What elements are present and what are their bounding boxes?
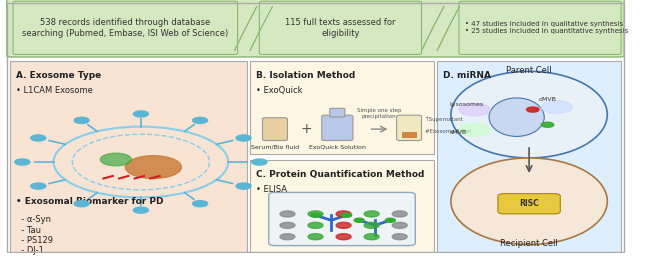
Text: C. Protein Quantification Method: C. Protein Quantification Method (256, 170, 424, 179)
Text: ExoQuick Solution: ExoQuick Solution (309, 144, 366, 149)
FancyBboxPatch shape (498, 194, 561, 214)
Text: A. Exosome Type: A. Exosome Type (16, 71, 101, 80)
Circle shape (252, 159, 267, 165)
Circle shape (392, 234, 407, 240)
Text: ↑Supernatant: ↑Supernatant (424, 116, 463, 122)
Polygon shape (437, 6, 459, 51)
Circle shape (541, 101, 572, 113)
FancyBboxPatch shape (7, 0, 624, 57)
Text: sMVB: sMVB (449, 130, 467, 135)
FancyBboxPatch shape (330, 108, 345, 117)
FancyBboxPatch shape (459, 1, 621, 54)
Circle shape (125, 156, 182, 179)
Ellipse shape (451, 71, 607, 158)
Text: • L1CAM Exosome: • L1CAM Exosome (16, 86, 93, 95)
Circle shape (308, 234, 323, 240)
Text: 115 full texts assessed for
eligibility: 115 full texts assessed for eligibility (285, 18, 395, 38)
Circle shape (280, 222, 295, 228)
Circle shape (459, 124, 490, 136)
FancyBboxPatch shape (250, 159, 434, 253)
Text: D. miRNA: D. miRNA (443, 71, 492, 80)
Polygon shape (234, 6, 257, 51)
Circle shape (342, 213, 351, 217)
Circle shape (134, 111, 148, 117)
Text: RISC: RISC (519, 199, 539, 208)
Circle shape (392, 222, 407, 228)
FancyBboxPatch shape (322, 115, 353, 140)
Circle shape (101, 153, 132, 166)
Ellipse shape (451, 158, 607, 245)
Text: +: + (300, 122, 312, 136)
Ellipse shape (489, 98, 544, 136)
Text: • 47 studies included in qualitative synthesis
• 25 studies included in quantita: • 47 studies included in qualitative syn… (465, 21, 628, 34)
Text: Recipient Cell: Recipient Cell (500, 239, 558, 248)
Text: • ELISA: • ELISA (256, 185, 288, 194)
Circle shape (354, 218, 364, 222)
Circle shape (280, 234, 295, 240)
Circle shape (280, 211, 295, 217)
FancyBboxPatch shape (397, 115, 422, 140)
Polygon shape (422, 6, 444, 51)
Circle shape (134, 207, 148, 213)
Text: 538 records identified through database
searching (Pubmed, Embase, ISI Web of Sc: 538 records identified through database … (22, 18, 228, 38)
Circle shape (193, 201, 208, 207)
Circle shape (193, 117, 208, 123)
Circle shape (392, 211, 407, 217)
Text: Lysosomes: Lysosomes (449, 102, 484, 107)
Circle shape (236, 135, 251, 141)
Text: B. Isolation Method: B. Isolation Method (256, 71, 355, 80)
FancyBboxPatch shape (10, 61, 247, 253)
Text: #Exosome Pellet: #Exosome Pellet (424, 129, 471, 134)
FancyBboxPatch shape (250, 61, 434, 154)
FancyBboxPatch shape (401, 132, 417, 139)
FancyBboxPatch shape (259, 1, 422, 54)
FancyBboxPatch shape (263, 118, 288, 140)
Text: Serum/Bio fluid: Serum/Bio fluid (251, 144, 299, 149)
Text: Simple one step
precipitation: Simple one step precipitation (357, 108, 401, 119)
FancyBboxPatch shape (437, 61, 621, 253)
Circle shape (336, 211, 351, 217)
Circle shape (336, 234, 351, 240)
Polygon shape (250, 6, 272, 51)
Circle shape (459, 103, 490, 116)
Circle shape (364, 211, 379, 217)
Circle shape (386, 218, 395, 222)
Circle shape (74, 117, 89, 123)
Circle shape (308, 222, 323, 228)
Circle shape (74, 201, 89, 207)
Circle shape (15, 159, 30, 165)
Circle shape (364, 222, 379, 228)
Circle shape (311, 213, 320, 217)
Circle shape (31, 135, 46, 141)
Text: - α-Syn
  - Tau
  - PS129
  - DJ-1: - α-Syn - Tau - PS129 - DJ-1 (16, 215, 53, 255)
Circle shape (364, 234, 379, 240)
FancyBboxPatch shape (13, 1, 238, 54)
FancyBboxPatch shape (268, 193, 415, 246)
Circle shape (336, 222, 351, 228)
Circle shape (31, 183, 46, 189)
Circle shape (542, 122, 554, 127)
Text: Parent Cell: Parent Cell (506, 66, 552, 75)
Circle shape (308, 211, 323, 217)
Circle shape (236, 183, 251, 189)
Text: • ExoQuick: • ExoQuick (256, 86, 303, 95)
Text: • Exosomal Biomarker for PD: • Exosomal Biomarker for PD (16, 198, 164, 206)
Circle shape (526, 107, 539, 112)
Text: dMVB: dMVB (538, 97, 557, 102)
